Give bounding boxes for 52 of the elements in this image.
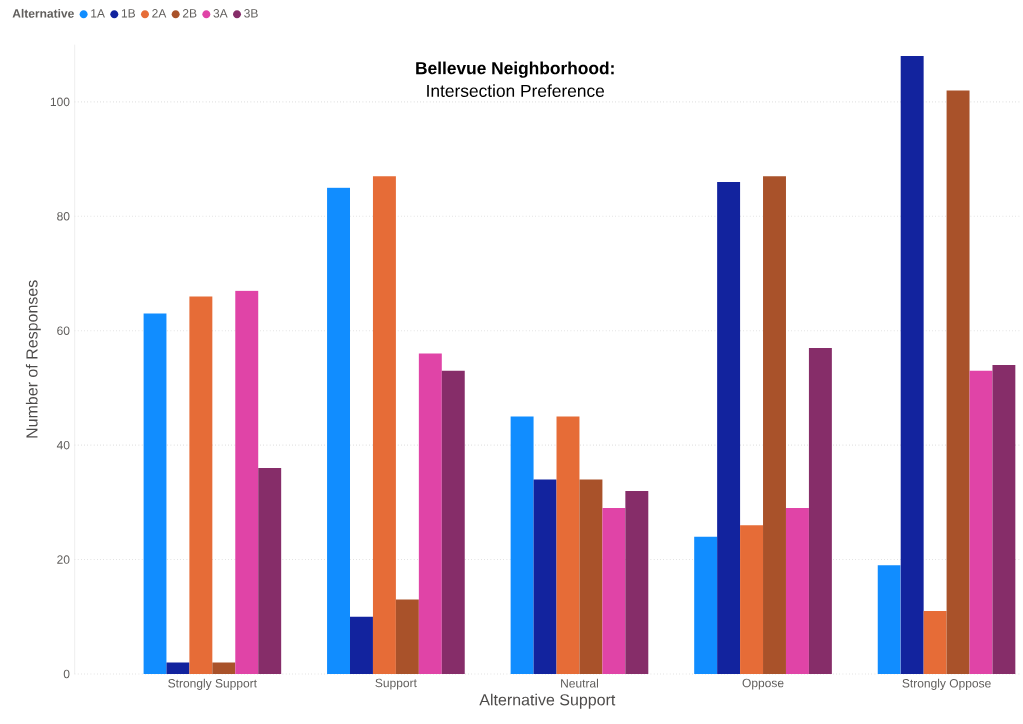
y-tick-label: 20	[57, 555, 70, 564]
bar	[717, 181, 741, 674]
x-tick-label: Neutral	[561, 678, 598, 688]
bar	[556, 416, 580, 674]
bar	[900, 56, 924, 674]
x-tick-label: Support	[375, 678, 417, 690]
y-tick-label: 100	[50, 97, 70, 107]
y-tick-label: 0	[63, 669, 70, 679]
bar	[258, 468, 282, 674]
bar	[166, 662, 190, 674]
legend-label: 3B	[244, 9, 258, 18]
y-tick-label: 60	[57, 326, 70, 335]
bar	[785, 508, 809, 674]
x-tick-label: Strongly Oppose	[902, 678, 991, 690]
y-tick-label: 40	[56, 440, 70, 450]
bar	[189, 296, 213, 674]
bar	[327, 187, 351, 674]
legend-label: 1B	[121, 9, 136, 18]
bar	[969, 370, 993, 674]
legend-label: 1A	[91, 9, 105, 18]
bar	[143, 313, 167, 674]
bar	[395, 599, 419, 674]
bar	[212, 662, 236, 674]
bar	[763, 176, 786, 674]
bar	[533, 479, 557, 674]
bar	[510, 416, 534, 674]
y-axis-title: Number of Responses	[25, 280, 41, 438]
bar	[441, 370, 465, 674]
x-tick-label: Oppose	[742, 678, 784, 690]
bar	[946, 90, 970, 674]
bar	[602, 508, 626, 674]
x-axis-title: Alternative Support	[479, 693, 616, 709]
bar	[625, 490, 649, 674]
bar	[235, 290, 259, 674]
y-tick-label: 80	[57, 212, 70, 221]
bar	[923, 611, 947, 674]
text: Bellevue Neighborhood:	[416, 61, 614, 78]
bar	[418, 353, 442, 674]
legend-label: 2B	[182, 9, 197, 18]
text: Intersection Preference	[427, 84, 604, 97]
legend-label: 2A	[152, 9, 167, 18]
bar	[877, 565, 901, 674]
bar	[694, 536, 718, 674]
bar	[740, 525, 764, 674]
legend-title: Alternative	[12, 8, 74, 18]
x-tick-label: Strongly Support	[168, 678, 257, 690]
bar	[992, 365, 1016, 674]
bar	[350, 616, 373, 674]
bar	[579, 479, 603, 674]
bar	[372, 176, 396, 674]
bar	[808, 347, 832, 674]
legend-label: 3A	[213, 9, 228, 18]
